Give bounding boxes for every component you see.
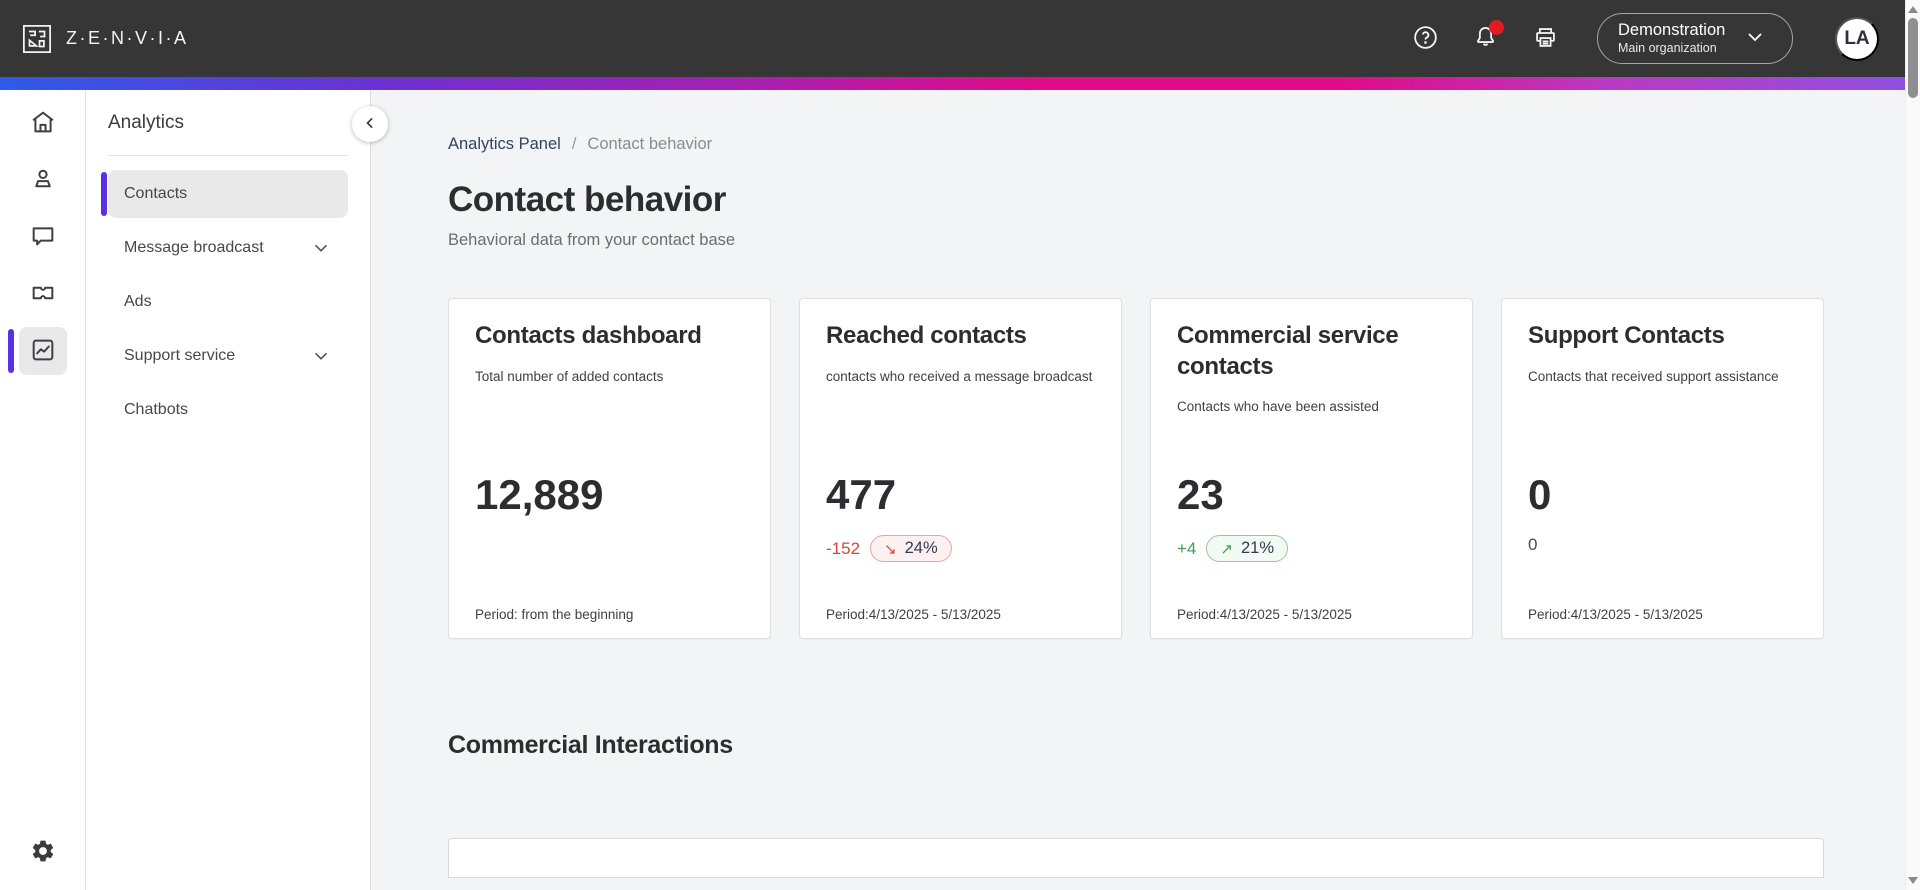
trend-percent: 24% <box>904 539 938 557</box>
sidebar-title: Analytics <box>108 111 185 133</box>
person-icon <box>29 165 57 196</box>
sidebar-item-label: Contacts <box>124 185 188 202</box>
analytics-sidebar: Analytics Contacts Message broadcast <box>86 90 388 890</box>
vertical-scrollbar[interactable] <box>1905 0 1920 890</box>
main-row: Analytics Contacts Message broadcast <box>0 90 1905 890</box>
card-period: Period:4/13/2025 - 5/13/2025 <box>1528 607 1703 622</box>
chevron-down-icon <box>310 237 332 259</box>
sidebar-item-contacts[interactable]: Contacts <box>101 170 348 218</box>
chevron-down-icon <box>310 345 332 367</box>
notifications-button[interactable] <box>1463 17 1507 61</box>
card-value: 23 <box>1177 471 1224 518</box>
breadcrumb-analytics-panel[interactable]: Analytics Panel <box>448 135 561 153</box>
card-title: Reached contacts <box>826 322 1027 349</box>
sidebar-item-ads[interactable]: Ads <box>108 278 348 326</box>
brand-gradient-bar <box>0 77 1905 90</box>
brand-wordmark: Z·E·N·V·I·A <box>66 28 189 48</box>
chevron-down-icon <box>1743 25 1767 52</box>
sidebar-item-message-broadcast[interactable]: Message broadcast <box>108 224 348 272</box>
card-description: contacts who received a message broadcas… <box>826 368 1093 384</box>
organization-name: Demonstration <box>1618 20 1726 39</box>
trend-percent: 21% <box>1240 539 1274 557</box>
card-period: Period:4/13/2025 - 5/13/2025 <box>826 607 1001 622</box>
active-indicator <box>101 172 107 216</box>
card-commercial-service-contacts: Commercial service contacts Contacts who… <box>1150 298 1473 639</box>
card-support-contacts: Support Contacts Contacts that received … <box>1501 298 1824 639</box>
settings-gear-icon <box>30 838 56 867</box>
rail-item-contacts[interactable] <box>19 156 67 204</box>
organization-switcher[interactable]: Demonstration Main organization <box>1597 12 1793 65</box>
delta-value: -152 <box>826 538 861 558</box>
card-delta-row: 0 <box>1528 535 1537 555</box>
ticket-icon <box>29 279 57 310</box>
delta-value: 0 <box>1528 535 1538 554</box>
home-icon <box>29 108 57 139</box>
card-value: 0 <box>1528 471 1552 518</box>
topbar-actions: Demonstration Main organization LA <box>1403 12 1879 65</box>
card-value: 477 <box>826 471 897 518</box>
sidebar-header: Analytics <box>108 90 348 156</box>
trend-badge: ↘ 24% <box>870 535 952 562</box>
card-contacts-dashboard: Contacts dashboard Total number of added… <box>448 298 771 639</box>
trend-down-icon: ↘ <box>884 540 897 558</box>
card-title: Contacts dashboard <box>475 322 702 349</box>
scroll-up-arrow[interactable] <box>1908 6 1918 13</box>
breadcrumb: Analytics Panel / Contact behavior <box>448 135 1905 154</box>
card-delta-row: -152 ↘ 24% <box>826 535 952 562</box>
breadcrumb-current: Contact behavior <box>587 135 713 153</box>
printer-icon <box>1532 24 1559 54</box>
page-title: Contact behavior <box>448 180 726 219</box>
scrollbar-thumb[interactable] <box>1908 18 1918 98</box>
active-indicator <box>7 329 14 373</box>
sidebar-item-support-service[interactable]: Support service <box>108 332 348 380</box>
trend-badge: ↗ 21% <box>1206 535 1288 562</box>
help-button[interactable] <box>1403 17 1447 61</box>
scroll-down-arrow[interactable] <box>1908 877 1918 884</box>
sidebar-item-label: Message broadcast <box>124 239 264 256</box>
zenvia-logo: Z·E·N·V·I·A <box>22 24 188 54</box>
card-description: Total number of added contacts <box>475 368 664 384</box>
card-reached-contacts: Reached contacts contacts who received a… <box>799 298 1122 639</box>
chat-bubble-icon <box>29 222 57 253</box>
card-delta-row: +4 ↗ 21% <box>1177 535 1288 562</box>
kpi-cards-row: Contacts dashboard Total number of added… <box>448 298 1905 639</box>
delta-value: +4 <box>1177 538 1197 558</box>
organization-detail: Main organization <box>1618 40 1717 55</box>
content-area: Analytics Panel / Contact behavior Conta… <box>371 90 1905 890</box>
section-title-commercial-interactions: Commercial Interactions <box>448 731 733 759</box>
card-value: 12,889 <box>475 471 604 518</box>
card-title: Support Contacts <box>1528 322 1725 349</box>
rail-item-tickets[interactable] <box>19 270 67 318</box>
trend-up-icon: ↗ <box>1220 540 1233 558</box>
help-icon <box>1412 24 1439 54</box>
chevron-left-icon <box>360 113 380 136</box>
notification-badge <box>1489 19 1504 35</box>
card-period: Period:4/13/2025 - 5/13/2025 <box>1177 607 1352 622</box>
analytics-chart-icon <box>29 336 57 367</box>
card-description: Contacts that received support assistanc… <box>1528 368 1779 384</box>
rail-item-settings[interactable] <box>19 828 67 876</box>
zenvia-maze-icon <box>22 24 52 54</box>
nav-rail <box>0 90 86 890</box>
card-title: Commercial service contacts <box>1177 322 1399 380</box>
sidebar-menu: Contacts Message broadcast Ads Support s… <box>101 156 348 434</box>
rail-item-home[interactable] <box>19 99 67 147</box>
page-subtitle: Behavioral data from your contact base <box>448 231 736 249</box>
breadcrumb-separator: / <box>571 135 577 153</box>
commercial-interactions-card-partial <box>448 838 1824 878</box>
sidebar-item-label: Chatbots <box>124 401 189 418</box>
sidebar-item-label: Support service <box>124 347 236 364</box>
print-button[interactable] <box>1523 17 1567 61</box>
user-avatar[interactable]: LA <box>1835 16 1879 61</box>
topbar: Z·E·N·V·I·A <box>0 0 1905 77</box>
sidebar-item-label: Ads <box>124 293 152 310</box>
sidebar-item-chatbots[interactable]: Chatbots <box>108 386 348 434</box>
rail-item-analytics[interactable] <box>7 327 67 375</box>
rail-item-conversations[interactable] <box>19 213 67 261</box>
card-period: Period: from the beginning <box>475 607 634 622</box>
organization-labels: Demonstration Main organization <box>1618 20 1725 56</box>
sidebar-collapse-button[interactable] <box>352 106 388 142</box>
card-description: Contacts who have been assisted <box>1177 399 1379 415</box>
